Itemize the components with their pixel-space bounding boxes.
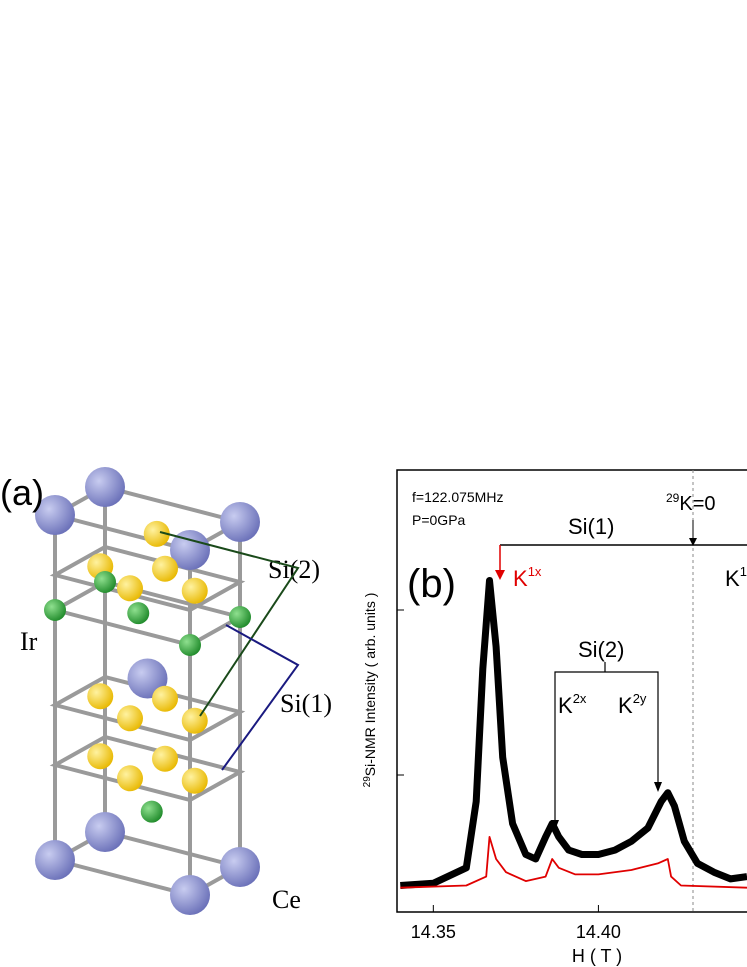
text: K — [558, 693, 573, 718]
atom — [152, 685, 178, 712]
annotation: Si(1) — [568, 514, 614, 539]
axes-frame — [396, 469, 747, 913]
atom — [179, 634, 201, 656]
atom-label: Ce — [272, 885, 301, 914]
sup: 29 — [362, 776, 373, 788]
frame — [49, 734, 246, 803]
atom — [117, 765, 143, 792]
spectrum-plot: f=122.075MHz P=0GPa 29K=0 Si(1) (b) K1x … — [362, 469, 747, 966]
text: Si-NMR Intensity ( arb. units ) — [362, 593, 378, 777]
arrow-head — [551, 782, 662, 830]
annotation: K2y — [618, 691, 647, 718]
annotation: K1x — [513, 564, 542, 591]
condition: P=0GPa — [412, 512, 466, 528]
atom — [85, 812, 125, 852]
arrow-head — [495, 570, 505, 580]
text: K — [513, 566, 528, 591]
sup: 1x — [528, 564, 542, 579]
series-line — [400, 577, 747, 889]
panel-label: (b) — [407, 562, 456, 606]
atom — [140, 800, 163, 823]
atom — [229, 606, 251, 628]
condition: f=122.075MHz — [412, 489, 503, 505]
x-axis-label: H ( T ) — [572, 946, 622, 966]
text: K — [725, 566, 740, 591]
atom — [170, 530, 210, 570]
annotation: K2x — [558, 691, 587, 718]
atom — [117, 705, 143, 732]
pointer-lines — [159, 531, 300, 771]
atom — [87, 743, 114, 770]
sup: 29 — [666, 491, 680, 505]
text: K=0 — [679, 493, 715, 515]
atom — [85, 467, 125, 507]
atom-label: Si(2) — [268, 555, 320, 584]
atom — [152, 745, 178, 772]
bracket — [554, 671, 659, 828]
atom — [152, 555, 178, 582]
crystal-structure — [35, 467, 260, 915]
atom — [220, 847, 260, 887]
x-tick-label: 14.40 — [576, 922, 621, 942]
text: K — [618, 693, 633, 718]
frame — [49, 829, 246, 898]
annotation: Si(2) — [578, 637, 624, 662]
atom — [181, 767, 208, 794]
atom — [143, 520, 170, 547]
atom — [127, 602, 150, 625]
sup: 2y — [633, 691, 647, 706]
atom — [44, 599, 66, 621]
atom — [117, 575, 143, 602]
series-group — [400, 577, 747, 889]
atom — [35, 495, 75, 535]
atom-label: Ir — [20, 627, 38, 656]
sup: 1 — [740, 564, 747, 579]
atom — [170, 875, 210, 915]
atom — [87, 683, 114, 710]
atom — [220, 502, 260, 542]
atom — [181, 577, 208, 604]
x-tick-label: 14.35 — [411, 922, 456, 942]
atom-label: Si(1) — [280, 689, 332, 718]
annotation: 29K=0 — [666, 491, 716, 515]
series-line — [400, 836, 747, 889]
arrow-head — [689, 538, 697, 546]
sup: 2x — [573, 691, 587, 706]
y-axis-label: 29Si-NMR Intensity ( arb. units ) — [362, 593, 378, 788]
atom — [94, 571, 116, 593]
frame — [49, 544, 246, 613]
annotation: K1 — [725, 564, 747, 591]
panel-label: (a) — [0, 472, 44, 513]
atom — [35, 840, 75, 880]
